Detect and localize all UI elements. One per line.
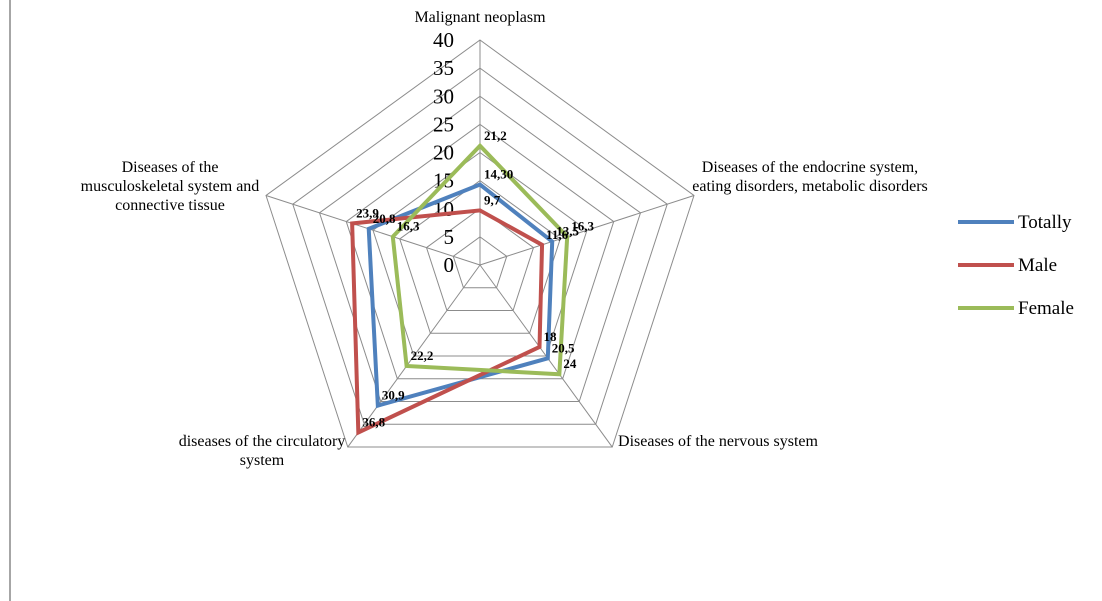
- spoke: [265, 194, 481, 266]
- series-line: [350, 208, 545, 436]
- legend-label: Totally: [1018, 212, 1072, 233]
- category-label: Malignant neoplasm: [414, 9, 546, 26]
- y-tick-label: 0: [444, 253, 455, 277]
- data-label: 14,30: [484, 167, 513, 182]
- data-label: 30,9: [382, 388, 405, 403]
- data-label: 20,8: [373, 211, 396, 226]
- y-tick-label: 40: [433, 28, 454, 52]
- grid-line: [318, 95, 642, 403]
- grid-line: [425, 208, 535, 312]
- data-label: 22,2: [411, 348, 434, 363]
- data-label: 16,3: [571, 219, 594, 234]
- category-label: Diseases of the nervous system: [618, 433, 818, 450]
- category-label: Diseases of the musculoskeletal system a…: [80, 159, 260, 214]
- y-tick-label: 20: [433, 141, 454, 165]
- y-tick-label: 5: [444, 225, 455, 249]
- grid-line: [399, 180, 561, 334]
- data-label: 20,5: [552, 340, 575, 355]
- legend-label: Male: [1018, 255, 1057, 276]
- y-tick-label: 25: [433, 112, 454, 136]
- data-label: 9,7: [484, 192, 501, 207]
- data-label: 36,8: [362, 414, 385, 429]
- legend-label: Female: [1018, 298, 1074, 319]
- data-label: 11,6: [546, 227, 569, 242]
- y-tick-label: 35: [433, 56, 454, 80]
- grid-line: [452, 236, 508, 289]
- data-label: 24: [563, 356, 577, 371]
- grid-line: [292, 67, 668, 425]
- data-label: 18: [544, 329, 558, 344]
- y-tick-label: 30: [433, 84, 454, 108]
- spoke: [347, 264, 481, 448]
- grid-line: [265, 39, 695, 448]
- spoke: [479, 194, 695, 266]
- category-label: diseases of the circulatory system: [178, 433, 346, 469]
- data-label: 13,5: [556, 224, 579, 239]
- data-label: 23,9: [356, 205, 379, 220]
- category-label: Diseases of the endocrine system, eating…: [692, 159, 928, 195]
- series-line: [390, 142, 570, 377]
- data-label: 16,3: [397, 219, 420, 234]
- data-label: 21,2: [484, 128, 507, 143]
- grid-line: [372, 151, 588, 357]
